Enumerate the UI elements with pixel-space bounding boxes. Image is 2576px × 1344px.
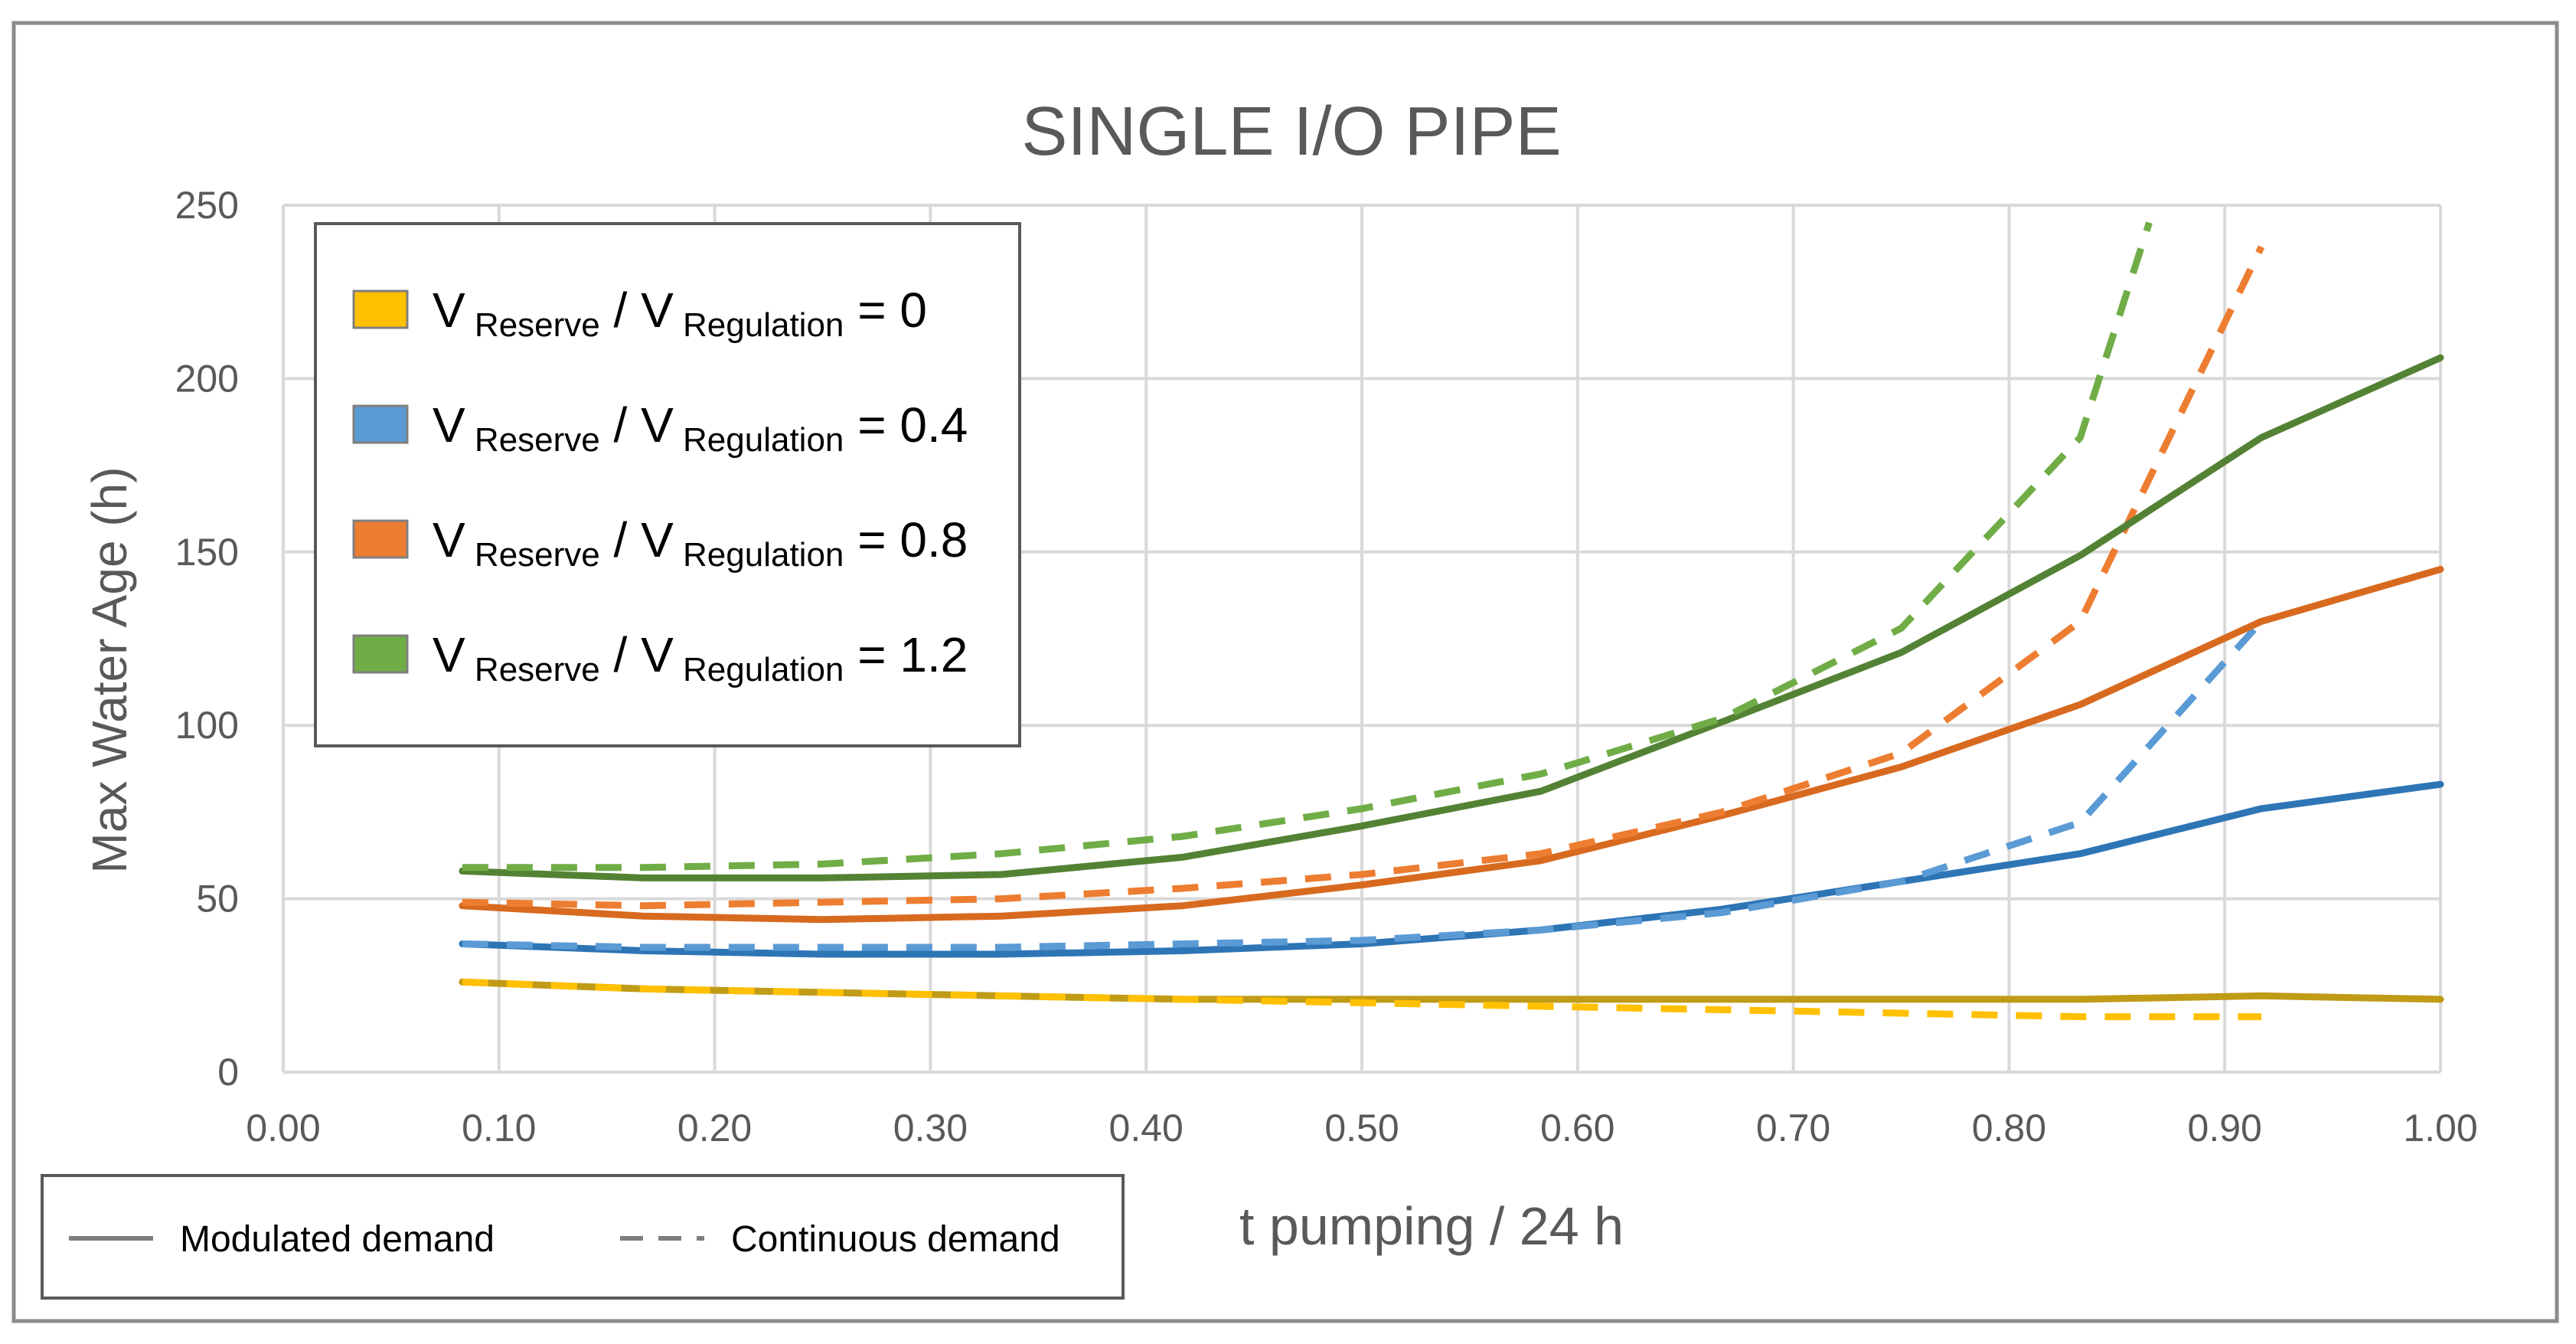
legend-label-prefix: V bbox=[433, 512, 465, 567]
x-axis-label: t pumping / 24 h bbox=[1239, 1196, 1624, 1256]
y-tick-label: 150 bbox=[175, 531, 239, 574]
y-tick-label: 50 bbox=[196, 878, 239, 921]
line-style-label: Modulated demand bbox=[180, 1219, 495, 1260]
x-tick-label: 0.60 bbox=[1540, 1107, 1614, 1149]
y-tick-label: 0 bbox=[217, 1051, 239, 1094]
legend-label-sub1: Reserve bbox=[465, 536, 600, 574]
legend-label-sub2: Regulation bbox=[674, 536, 844, 574]
legend-label-mid: / V bbox=[600, 512, 674, 567]
y-tick-label: 250 bbox=[175, 184, 239, 227]
legend-label-prefix: V bbox=[433, 283, 465, 338]
legend-label-suffix: = 1.2 bbox=[844, 627, 968, 682]
legend-label-mid: / V bbox=[600, 397, 674, 453]
series-legend: V Reserve / V Regulation = 0 V Reserve / … bbox=[315, 224, 1020, 746]
x-tick-label: 0.00 bbox=[246, 1107, 320, 1149]
x-tick-label: 0.50 bbox=[1324, 1107, 1399, 1149]
legend-label-suffix: = 0.4 bbox=[844, 397, 968, 453]
legend-label-sub1: Reserve bbox=[465, 306, 600, 344]
legend-label-prefix: V bbox=[433, 397, 465, 453]
legend-label-sub2: Regulation bbox=[674, 651, 844, 688]
legend-label-sub1: Reserve bbox=[465, 421, 600, 459]
legend-swatch bbox=[354, 291, 407, 328]
y-axis-label: Max Water Age (h) bbox=[82, 466, 137, 873]
legend-label-sub1: Reserve bbox=[465, 651, 600, 688]
line-style-label: Continuous demand bbox=[731, 1219, 1060, 1260]
x-tick-label: 0.10 bbox=[462, 1107, 536, 1149]
x-tick-label: 0.80 bbox=[1972, 1107, 2046, 1149]
x-tick-label: 1.00 bbox=[2403, 1107, 2477, 1149]
legend-swatch bbox=[354, 636, 407, 672]
legend-swatch bbox=[354, 406, 407, 443]
x-tick-label: 0.30 bbox=[893, 1107, 968, 1149]
y-tick-label: 100 bbox=[175, 704, 239, 747]
chart-title: SINGLE I/O PIPE bbox=[1021, 93, 1561, 170]
legend-label-mid: / V bbox=[600, 627, 674, 682]
x-tick-label: 0.90 bbox=[2188, 1107, 2262, 1149]
line-style-legend: Modulated demand Continuous demand bbox=[42, 1176, 1123, 1298]
legend-label-prefix: V bbox=[433, 627, 465, 682]
legend-label-suffix: = 0 bbox=[844, 283, 927, 338]
legend-label-sub2: Regulation bbox=[674, 421, 844, 459]
legend-swatch bbox=[354, 521, 407, 558]
y-tick-label: 200 bbox=[175, 357, 239, 400]
legend-label-mid: / V bbox=[600, 283, 674, 338]
x-tick-label: 0.40 bbox=[1109, 1107, 1184, 1149]
x-tick-label: 0.70 bbox=[1756, 1107, 1830, 1149]
legend-label-suffix: = 0.8 bbox=[844, 512, 968, 567]
legend-label-sub2: Regulation bbox=[674, 306, 844, 344]
x-tick-label: 0.20 bbox=[677, 1107, 752, 1149]
